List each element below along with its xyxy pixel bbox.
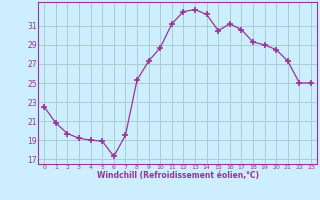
X-axis label: Windchill (Refroidissement éolien,°C): Windchill (Refroidissement éolien,°C) bbox=[97, 171, 259, 180]
